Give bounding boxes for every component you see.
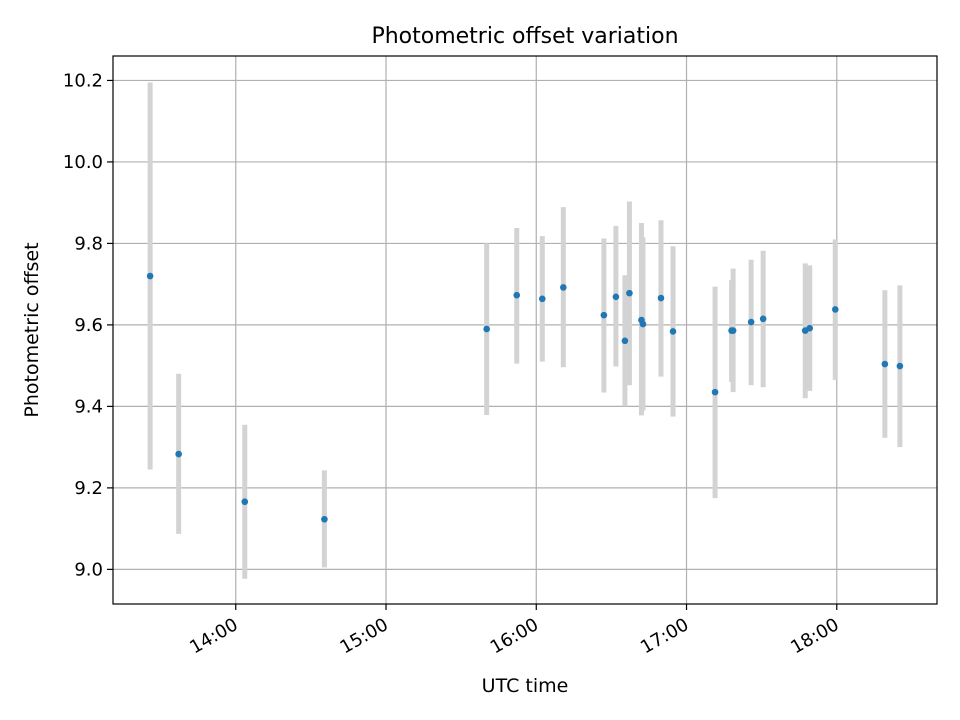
data-point [669,328,677,335]
data-point [729,327,737,334]
data-point [241,498,249,506]
data-points [146,272,904,523]
data-point [146,272,154,280]
y-tick-label: 9.2 [74,478,103,499]
data-point [538,295,546,303]
y-tick-label: 10.0 [63,152,103,173]
data-point [759,315,767,323]
data-point [626,289,633,297]
data-point [483,325,490,333]
y-tick-label: 9.4 [74,396,103,417]
data-point [896,362,904,370]
plot-frame [112,55,938,605]
data-point [639,320,647,328]
data-point [881,360,889,368]
data-point [747,318,755,326]
y-tick-label: 9.8 [74,233,103,254]
data-point [806,324,814,332]
data-point [560,284,567,291]
data-point [621,337,629,345]
y-tick-label: 9.6 [74,315,103,336]
data-point [513,291,521,299]
chart-title: Photometric offset variation [371,24,678,49]
y-axis-ticks: 9.0 9.2 9.4 9.6 9.8 10.0 10.2 [63,70,113,580]
data-point [321,515,328,523]
data-point [831,306,839,313]
y-axis-label: Photometric offset [21,242,43,417]
data-point [657,294,665,302]
data-point [175,450,182,458]
data-point [600,311,608,319]
x-axis-label: UTC time [482,675,569,697]
data-point [612,293,620,301]
y-tick-label: 10.2 [63,70,103,91]
data-point [711,388,719,396]
y-tick-label: 9.0 [74,559,103,580]
